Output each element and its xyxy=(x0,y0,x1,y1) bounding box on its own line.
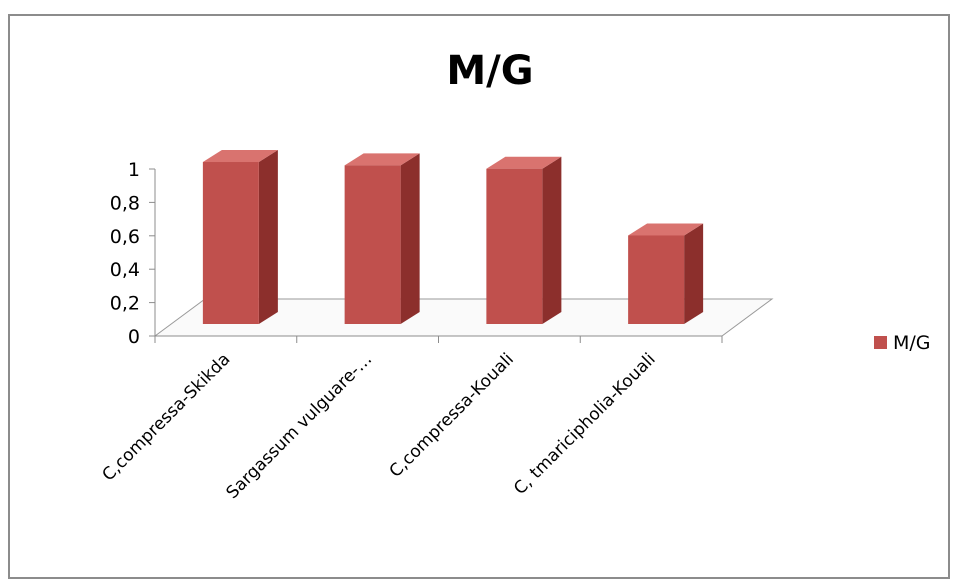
chart-title: M/G xyxy=(446,48,533,94)
legend-swatch xyxy=(874,336,887,349)
bar-side xyxy=(258,150,278,324)
bar-side xyxy=(684,223,704,324)
y-tick-label: 0,8 xyxy=(110,192,140,214)
bar-top xyxy=(486,156,562,169)
bar-front xyxy=(628,235,685,324)
bar xyxy=(486,156,562,324)
y-tick-label: 0,2 xyxy=(110,293,140,315)
y-tick-label: 0,6 xyxy=(110,226,140,248)
bar-front xyxy=(344,165,401,324)
bars xyxy=(202,150,704,324)
bar-top xyxy=(344,153,420,166)
bar-side xyxy=(400,153,420,324)
bar xyxy=(628,223,704,324)
y-tick-label: 0,4 xyxy=(110,259,140,281)
bar-top xyxy=(628,223,704,236)
bar-front xyxy=(202,162,259,324)
y-axis: 0 0,2 0,4 0,6 0,8 1 xyxy=(110,159,156,348)
legend-label: M/G xyxy=(893,332,931,354)
legend: M/G xyxy=(874,332,931,354)
chart-frame xyxy=(8,14,950,579)
bar-side xyxy=(542,156,562,324)
bar xyxy=(344,153,420,324)
x-tick-label: C, tmaricipholia-Kouali xyxy=(510,349,659,498)
bar-top xyxy=(202,150,278,163)
y-tick-label: 1 xyxy=(128,159,140,181)
y-tick-label: 0 xyxy=(128,326,140,348)
x-tick-label: Sargassum vulguare-… xyxy=(222,349,376,503)
bar xyxy=(202,150,278,324)
x-axis xyxy=(154,335,723,343)
x-tick-label: C,compressa-Skikda xyxy=(99,349,235,485)
bar-front xyxy=(486,168,543,324)
x-tick-label: C,compressa-Kouali xyxy=(386,349,518,481)
